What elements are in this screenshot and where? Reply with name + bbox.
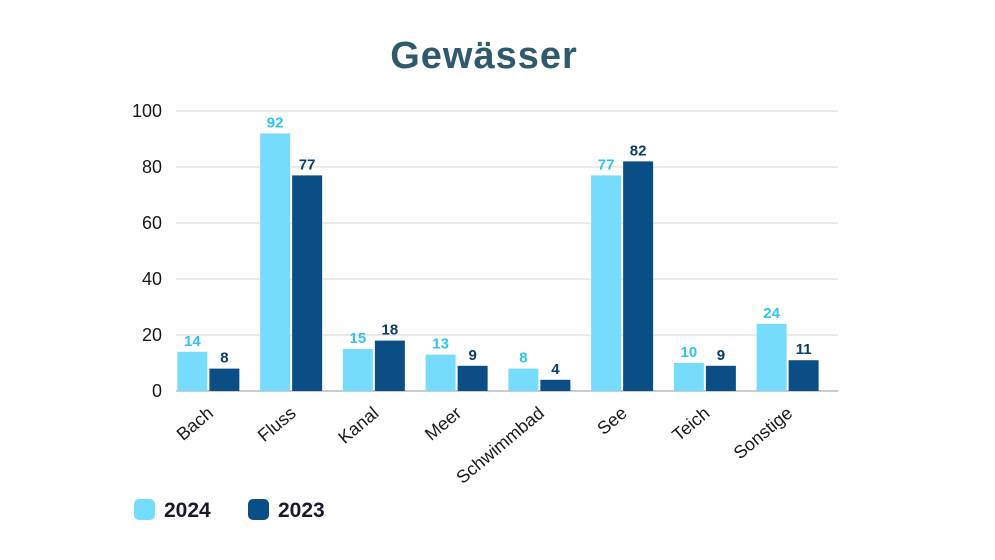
legend-swatch-2024 <box>134 499 155 520</box>
data-label-2023-kanal: 18 <box>382 322 399 339</box>
y-tick-label: 0 <box>152 381 162 401</box>
data-label-2023-bach: 8 <box>220 350 228 367</box>
legend-label-2023: 2023 <box>278 499 325 522</box>
bar-2024-kanal <box>342 349 373 391</box>
bar-2023-schwimmbad <box>540 379 571 391</box>
bar-2024-bach <box>177 351 208 391</box>
bar-2023-fluss <box>292 175 323 391</box>
bar-2024-teich <box>673 363 704 391</box>
x-tick-label: See <box>593 403 630 439</box>
data-label-2024-fluss: 92 <box>267 114 284 131</box>
bar-2023-teich <box>705 365 736 391</box>
x-tick-label: Schwimmbad <box>452 403 548 488</box>
data-label-2023-meer: 9 <box>468 347 476 364</box>
data-label-2024-see: 77 <box>598 156 615 173</box>
data-label-2023-fluss: 77 <box>299 156 316 173</box>
x-tick-label: Teich <box>668 403 713 445</box>
data-label-2024-bach: 14 <box>184 333 201 350</box>
x-tick-label: Fluss <box>254 403 300 446</box>
data-labels: 14 8 92 77 15 18 13 9 8 4 77 82 10 9 24 11 <box>184 114 812 377</box>
x-tick-label: Meer <box>421 403 465 445</box>
data-label-2023-sonstige: 11 <box>796 341 812 358</box>
legend-label-2024: 2024 <box>164 499 211 522</box>
bar-2023-kanal <box>374 340 405 391</box>
y-tick-label: 40 <box>142 269 162 289</box>
data-label-2024-kanal: 15 <box>350 330 367 347</box>
data-label-2024-sonstige: 24 <box>763 305 780 322</box>
bar-2023-see <box>623 161 654 391</box>
data-label-2023-teich: 9 <box>717 347 725 364</box>
bar-2024-schwimmbad <box>508 368 539 391</box>
data-label-2024-meer: 13 <box>432 336 449 353</box>
y-tick-label: 20 <box>142 325 162 345</box>
y-axis: 0 20 40 60 80 100 <box>132 101 162 401</box>
bar-2024-see <box>591 175 622 391</box>
data-label-2023-see: 82 <box>630 142 647 159</box>
x-tick-label: Bach <box>173 403 217 445</box>
y-tick-label: 80 <box>142 157 162 177</box>
legend-swatch-2023 <box>248 499 269 520</box>
y-tick-label: 60 <box>142 213 162 233</box>
bar-2023-meer <box>457 365 488 391</box>
bars <box>177 133 819 391</box>
x-tick-label: Kanal <box>334 403 382 448</box>
data-label-2023-schwimmbad: 4 <box>551 361 560 378</box>
legend: 2024 2023 <box>134 499 325 522</box>
bar-2023-sonstige <box>788 360 819 391</box>
chart-title: Gewässer <box>390 35 578 77</box>
data-label-2024-teich: 10 <box>681 344 698 361</box>
y-tick-label: 100 <box>132 101 162 121</box>
bar-2024-sonstige <box>756 323 787 391</box>
data-label-2024-schwimmbad: 8 <box>519 350 527 367</box>
bar-2024-meer <box>425 354 456 391</box>
x-tick-label: Sonstige <box>730 403 797 463</box>
bar-2023-bach <box>209 368 240 391</box>
bar-2024-fluss <box>260 133 291 391</box>
